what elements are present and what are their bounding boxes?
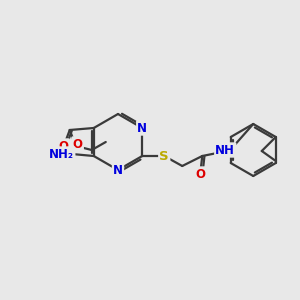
Text: O: O xyxy=(59,140,69,152)
Text: O: O xyxy=(73,137,83,151)
Text: NH₂: NH₂ xyxy=(49,148,74,160)
Text: NH: NH xyxy=(215,143,235,157)
Text: S: S xyxy=(159,149,169,163)
Text: N: N xyxy=(137,122,147,134)
Text: N: N xyxy=(113,164,123,176)
Text: O: O xyxy=(195,167,205,181)
